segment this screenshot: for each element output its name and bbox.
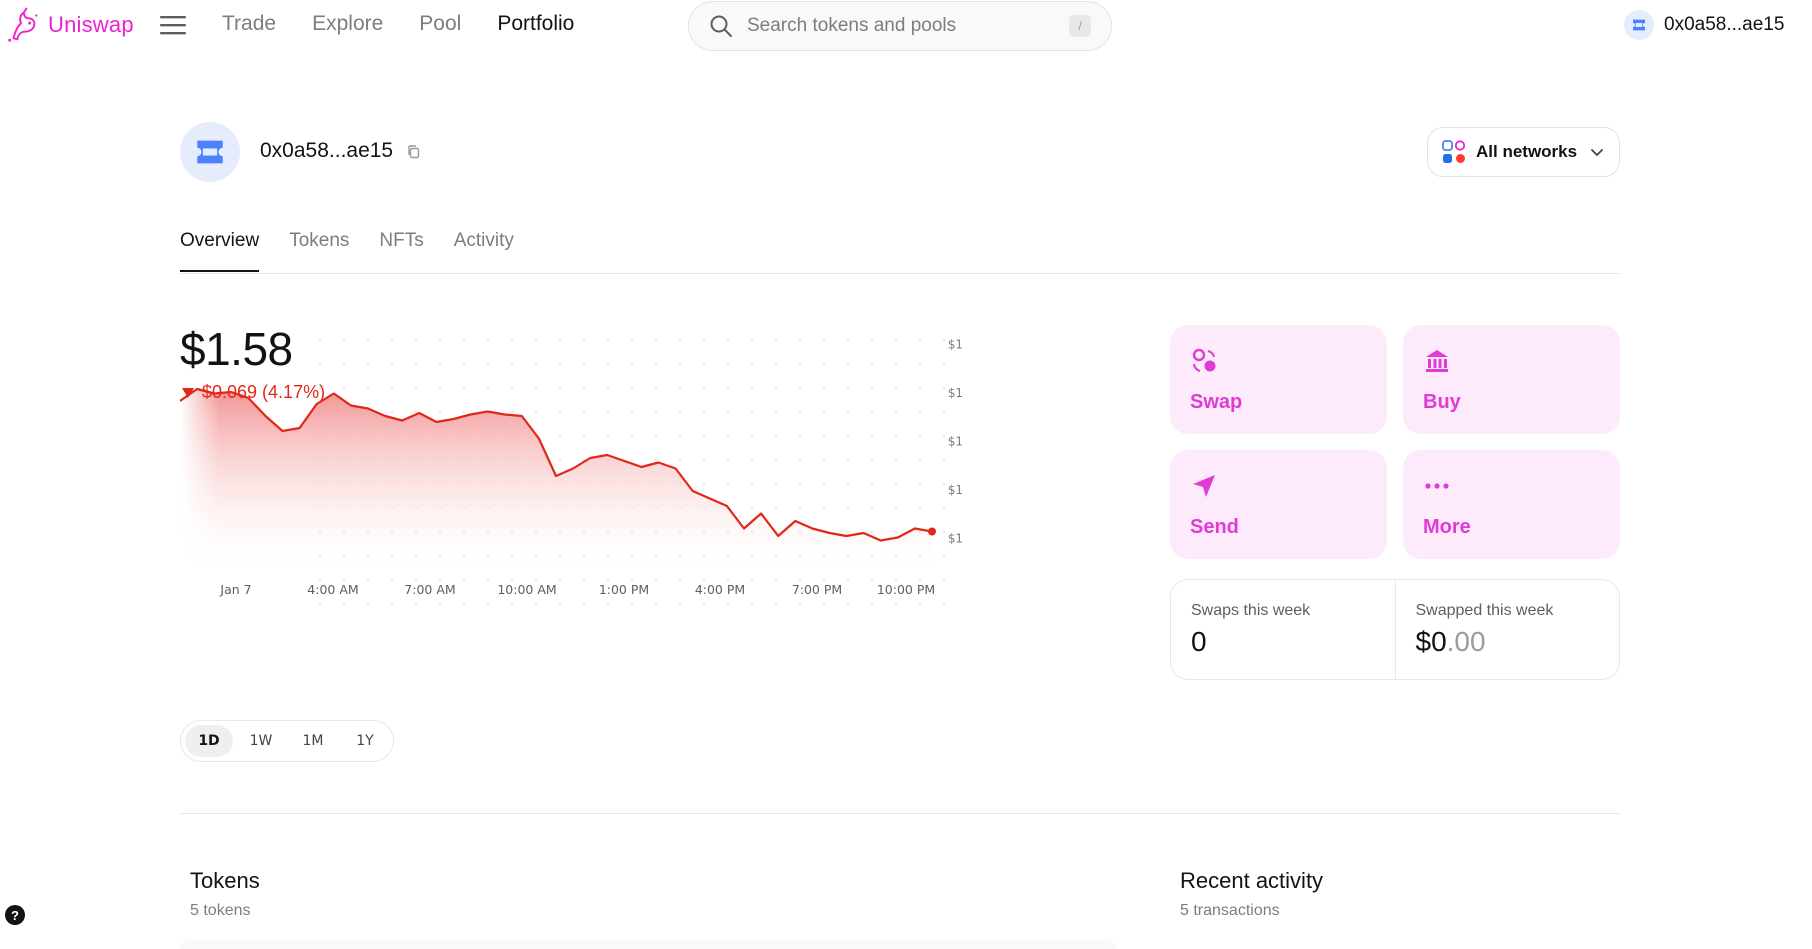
network-selector[interactable]: All networks	[1427, 127, 1620, 177]
y-tick-label: $1	[948, 483, 963, 497]
x-tick-label: 7:00 PM	[792, 582, 842, 597]
range-1w[interactable]: 1W	[249, 733, 273, 749]
brand-name: Uniswap	[48, 12, 134, 37]
tab-activity[interactable]: Activity	[453, 230, 514, 251]
account-avatar	[180, 122, 240, 182]
swaps-stat: Swaps this week 0	[1171, 580, 1395, 679]
nav-links: Trade Explore Pool Portfolio	[222, 12, 574, 36]
chevron-down-icon	[1591, 149, 1603, 157]
tab-overview[interactable]: Overview	[180, 230, 260, 272]
range-1d[interactable]: 1D	[185, 725, 233, 757]
tokens-section-title: Tokens	[190, 868, 260, 893]
y-tick-label: $1	[948, 338, 963, 352]
send-label: Send	[1190, 516, 1239, 538]
section-divider	[180, 813, 1620, 814]
triangle-down-icon	[182, 387, 194, 398]
portfolio-chart[interactable]: Jan 7 4:00 AM 7:00 AM 10:00 AM 1:00 PM 4:00 P…	[180, 320, 1110, 700]
buy-button[interactable]: Buy	[1403, 325, 1620, 434]
x-tick-label: 4:00 PM	[695, 582, 745, 597]
account-address-title: 0x0a58...ae15	[260, 139, 394, 162]
x-tick-label: Jan 7	[219, 582, 251, 597]
networks-grid-icon	[1442, 140, 1466, 163]
nav-link-trade[interactable]: Trade	[222, 12, 277, 35]
swaps-stat-value: 0	[1191, 626, 1207, 657]
portfolio-tabs: Overview Tokens NFTs Activity	[180, 230, 514, 272]
y-tick-label: $1	[948, 386, 963, 400]
tabs-divider	[180, 273, 1620, 274]
tokens-table	[180, 940, 1116, 949]
help-button[interactable]: ?	[5, 905, 25, 925]
x-tick-label: 1:00 PM	[599, 582, 649, 597]
more-dots-icon	[1425, 483, 1449, 489]
balance-change: $0.069 (4.17%)	[182, 382, 325, 403]
send-icon	[1193, 475, 1215, 497]
swapped-stat-value: $0.00	[1416, 626, 1600, 658]
wallet-icon	[197, 140, 223, 164]
time-range-selector: 1D 1W 1M 1Y	[180, 720, 394, 762]
send-button[interactable]: Send	[1170, 450, 1387, 559]
swaps-stat-label: Swaps this week	[1191, 602, 1311, 619]
portfolio-balance: $1.58	[180, 323, 293, 375]
series-area	[180, 389, 932, 580]
nav-link-portfolio[interactable]: Portfolio	[497, 12, 575, 35]
tab-tokens[interactable]: Tokens	[289, 230, 350, 251]
range-1m[interactable]: 1M	[302, 733, 324, 749]
x-tick-label: 10:00 AM	[497, 582, 556, 597]
network-label: All networks	[1476, 142, 1578, 161]
search-bar[interactable]: /	[688, 1, 1112, 51]
swapped-stat: Swapped this week $0.00	[1394, 580, 1620, 679]
range-1y[interactable]: 1Y	[356, 733, 374, 749]
top-nav: Uniswap Trade Explore Pool Portfolio / 0…	[0, 0, 1812, 52]
swapped-dollars: $0	[1415, 626, 1447, 657]
more-button[interactable]: More	[1403, 450, 1620, 559]
series-line	[180, 387, 933, 542]
search-shortcut-key: /	[1069, 15, 1091, 37]
swapped-stat-label: Swapped this week	[1415, 602, 1554, 619]
swapped-cents: .00	[1446, 626, 1486, 657]
y-tick-label: $1	[948, 435, 963, 449]
swap-button[interactable]: Swap	[1170, 325, 1387, 434]
hamburger-menu-icon[interactable]	[160, 15, 186, 35]
nav-link-pool[interactable]: Pool	[419, 12, 462, 35]
x-tick-label: 10:00 PM	[877, 582, 935, 597]
wallet-avatar-icon	[1624, 10, 1654, 40]
activity-section-subtitle: 5 transactions	[1180, 902, 1280, 919]
x-tick-label: 7:00 AM	[404, 582, 455, 597]
y-tick-label: $1	[948, 532, 963, 546]
brand-logo[interactable]: Uniswap	[4, 6, 134, 44]
unicorn-icon	[8, 7, 38, 42]
chart-edge-fade	[180, 360, 220, 590]
tab-nfts[interactable]: NFTs	[379, 230, 424, 251]
buy-label: Buy	[1423, 391, 1461, 413]
weekly-stats: Swaps this week 0 Swapped this week $0.0…	[1170, 579, 1620, 680]
x-tick-label: 4:00 AM	[307, 582, 358, 597]
bank-icon	[1426, 350, 1448, 372]
search-input[interactable]	[747, 15, 1069, 37]
nav-link-explore[interactable]: Explore	[312, 12, 384, 35]
tokens-section-subtitle: 5 tokens	[190, 902, 251, 919]
more-label: More	[1423, 516, 1471, 538]
swap-label: Swap	[1190, 391, 1243, 413]
copy-icon[interactable]	[406, 144, 422, 160]
balance-change-text: $0.069 (4.17%)	[202, 382, 326, 402]
activity-section-title: Recent activity	[1180, 868, 1324, 893]
current-point	[928, 527, 936, 536]
account-button[interactable]: 0x0a58...ae15	[1624, 10, 1784, 40]
account-address: 0x0a58...ae15	[1664, 14, 1785, 35]
search-icon	[710, 15, 732, 37]
swap-icon	[1192, 348, 1216, 372]
